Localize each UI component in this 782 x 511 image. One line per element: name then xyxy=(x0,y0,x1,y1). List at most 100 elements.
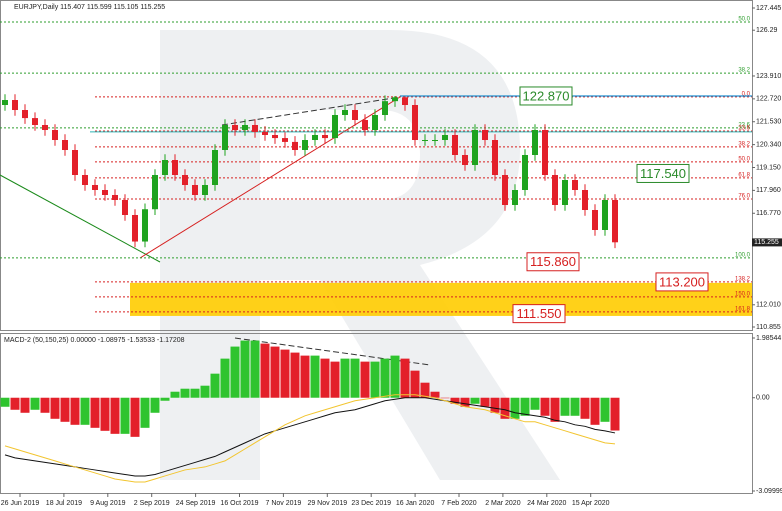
candle-body xyxy=(592,209,598,230)
candle-body xyxy=(522,155,528,190)
last-price-label: 115.255 xyxy=(754,239,779,246)
candle-body xyxy=(152,174,158,210)
macd-bar xyxy=(280,349,290,398)
macd-bar xyxy=(550,397,560,422)
macd-bar xyxy=(150,397,160,413)
fib-label: 61.8 xyxy=(738,172,750,178)
price-box-label: 122.870 xyxy=(523,88,570,103)
candle-body xyxy=(272,135,278,139)
y-tick-label: 0.00 xyxy=(756,395,770,402)
price-box xyxy=(526,252,580,272)
macd-bar xyxy=(140,397,150,428)
fib-label: 161.8 xyxy=(735,306,751,312)
macd-bar xyxy=(250,340,260,398)
candle-body xyxy=(142,209,148,242)
macd-bar xyxy=(490,397,500,413)
macd-bar xyxy=(570,397,580,416)
candle-body xyxy=(602,199,608,230)
macd-bar xyxy=(290,352,300,398)
fib-label: 38.2 xyxy=(738,68,750,74)
macd-bar xyxy=(40,397,50,413)
candle-body xyxy=(232,125,238,131)
macd-line xyxy=(4,397,616,477)
macd-bar xyxy=(230,346,240,398)
macd-line xyxy=(4,394,616,483)
macd-bar xyxy=(300,355,310,398)
candle-body xyxy=(122,199,128,215)
macd-bar xyxy=(130,397,140,437)
candle-body xyxy=(2,100,8,106)
macd-bar xyxy=(70,397,80,425)
macd-bar xyxy=(30,397,40,410)
macd-bar xyxy=(360,361,370,398)
candle-body xyxy=(502,174,508,205)
x-tick-label: 7 Feb 2020 xyxy=(441,500,477,507)
macd-bar xyxy=(410,370,420,398)
candle-body xyxy=(172,160,178,175)
candle-body xyxy=(532,130,538,156)
candle-body xyxy=(132,214,138,242)
macd-bar xyxy=(350,358,360,398)
candle-body xyxy=(222,125,228,151)
macd-bar xyxy=(20,397,30,413)
price-box xyxy=(512,304,566,324)
candle-body xyxy=(182,174,188,185)
macd-bar xyxy=(370,361,380,398)
macd-bar xyxy=(80,397,90,425)
fib-label: 50.0 xyxy=(738,17,750,23)
candle-body xyxy=(582,189,588,210)
x-tick-label: 29 Nov 2019 xyxy=(307,500,347,507)
trend-line xyxy=(139,96,401,259)
target-zone xyxy=(130,282,752,316)
candle-body xyxy=(342,110,348,116)
x-tick-label: 24 Mar 2020 xyxy=(527,500,566,507)
x-tick-label: 2 Mar 2020 xyxy=(485,500,521,507)
candle-body xyxy=(32,118,38,126)
x-tick-label: 26 Jun 2019 xyxy=(1,500,40,507)
candle-body xyxy=(562,179,568,205)
candle-body xyxy=(512,189,518,205)
candle-body xyxy=(72,150,78,175)
macd-bar xyxy=(320,358,330,398)
macd-bar xyxy=(50,397,60,419)
macd-bar xyxy=(400,358,410,398)
x-tick-label: 9 Aug 2019 xyxy=(90,500,126,507)
candle-body xyxy=(292,141,298,151)
candle-body xyxy=(462,155,468,166)
watermark xyxy=(160,30,560,480)
candle-body xyxy=(12,100,18,111)
candle-body xyxy=(112,194,118,200)
fib-label: 138.2 xyxy=(735,276,751,282)
candle-body xyxy=(402,97,408,106)
macd-bar xyxy=(590,397,600,425)
fib-label: 50.0 xyxy=(738,157,750,163)
x-tick-label: 7 Nov 2019 xyxy=(265,500,301,507)
candle-body xyxy=(312,135,318,141)
macd-bar xyxy=(440,397,450,399)
y-tick-label: -3.09999 xyxy=(756,488,782,495)
y-tick-label: 127.445 xyxy=(756,5,781,12)
macd-bar xyxy=(10,397,20,410)
macd-bar xyxy=(170,391,180,398)
y-tick-label: 1.98544 xyxy=(756,335,781,342)
candle-body xyxy=(262,131,268,136)
candle-body xyxy=(52,130,58,141)
macd-bar xyxy=(420,382,430,398)
candle-body xyxy=(442,135,448,141)
macd-bar xyxy=(500,397,510,419)
y-tick-label: 110.855 xyxy=(756,324,781,331)
candle-body xyxy=(452,135,458,156)
candle-body xyxy=(162,160,168,175)
macd-bar xyxy=(270,346,280,398)
macd-bar xyxy=(160,397,170,401)
macd-bar xyxy=(520,397,530,416)
macd-bar xyxy=(0,397,10,407)
x-tick-label: 16 Jan 2020 xyxy=(396,500,435,507)
candle-body xyxy=(302,140,308,151)
x-tick-label: 16 Oct 2019 xyxy=(220,500,258,507)
divergence-line xyxy=(221,96,401,126)
macd-bar xyxy=(330,361,340,398)
